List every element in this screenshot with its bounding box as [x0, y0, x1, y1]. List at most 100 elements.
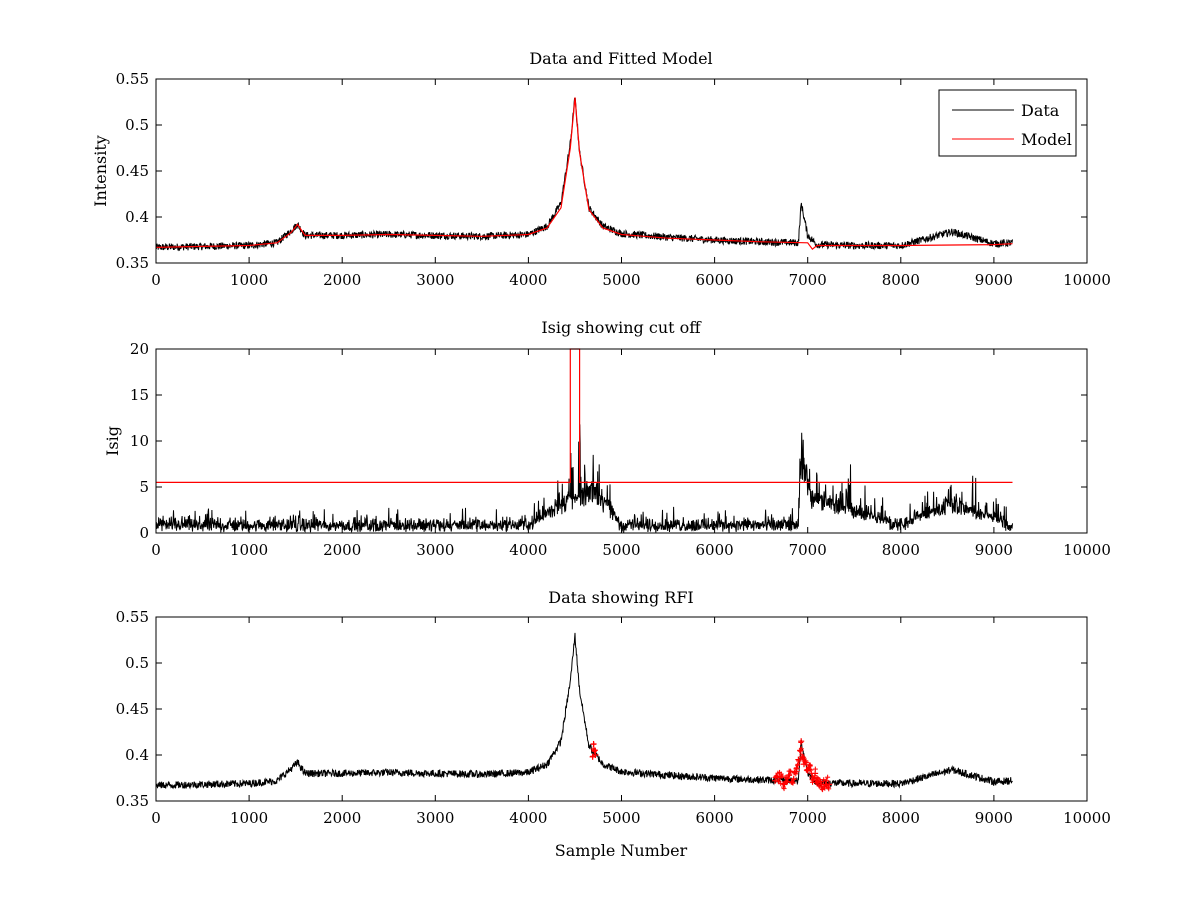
- x-tick-label: 5000: [602, 271, 640, 289]
- x-tick-label: 9000: [975, 271, 1013, 289]
- rfi-marker: [798, 740, 804, 746]
- rfi-marker: [822, 785, 828, 791]
- x-tick-label: 5000: [602, 541, 640, 559]
- rfi-marker: [789, 780, 795, 786]
- rfi-marker: [784, 778, 790, 784]
- panel-3-axes-box: [155, 616, 1088, 802]
- rfi-marker: [825, 774, 831, 780]
- panel-data-showing-rfi: Data showing RFI 0 1000 2000 3000 4000 5000 60…: [116, 588, 1111, 860]
- y-tick-label: 0.4: [125, 746, 149, 764]
- panel-2-title: Isig showing cut off: [541, 318, 702, 337]
- x-tick-label: 1000: [230, 271, 268, 289]
- x-tick-label: 2000: [323, 809, 361, 827]
- x-tick-label: 2000: [323, 541, 361, 559]
- x-tick-label: 9000: [975, 541, 1013, 559]
- x-tick-label: 8000: [882, 271, 920, 289]
- x-tick-label: 4000: [509, 271, 547, 289]
- rfi-marker: [808, 767, 814, 773]
- rfi-marker: [791, 777, 797, 783]
- panel-2-series: [155, 348, 1013, 534]
- panel-1-axes-box: [155, 78, 1088, 264]
- x-tick-label: 4000: [509, 809, 547, 827]
- x-tick-label: 8000: [882, 541, 920, 559]
- x-tick-label: 6000: [696, 809, 734, 827]
- x-tick-label: 10000: [1063, 541, 1111, 559]
- panel-1-ticks: 0 1000 2000 3000 4000 5000 6000 7000 8000 9000 100…: [116, 70, 1111, 289]
- x-tick-label: 1000: [230, 541, 268, 559]
- panel-1-title: Data and Fitted Model: [529, 49, 712, 68]
- rfi-marker: [818, 778, 824, 784]
- rfi-marker: [796, 758, 802, 764]
- x-tick-label: 8000: [882, 809, 920, 827]
- rfi-marker: [592, 747, 598, 753]
- rfi-marker: [787, 768, 793, 774]
- rfi-marker: [812, 766, 818, 772]
- y-tick-label: 15: [130, 386, 149, 404]
- panel-3-ticks: 0 1000 2000 3000 4000 5000 6000 7000 8000 9000 100…: [116, 608, 1111, 827]
- rfi-marker: [826, 786, 832, 792]
- x-tick-label: 5000: [602, 809, 640, 827]
- data-series-line: [155, 97, 1013, 252]
- model-series-line: [155, 97, 1013, 251]
- y-tick-label: 0.5: [125, 654, 149, 672]
- x-tick-label: 1000: [230, 809, 268, 827]
- rfi-marker: [785, 776, 791, 782]
- legend-model-label: Model: [1021, 130, 1072, 149]
- x-tick-label: 10000: [1063, 809, 1111, 827]
- rfi-marker: [793, 765, 799, 771]
- x-tick-label: 6000: [696, 271, 734, 289]
- panel-2-ticks: 0 1000 2000 3000 4000 5000 6000 7000 8000 9000 100…: [130, 340, 1111, 559]
- x-tick-label: 0: [151, 541, 161, 559]
- x-tick-label: 7000: [789, 541, 827, 559]
- y-tick-label: 0.35: [116, 254, 149, 272]
- rfi-marker: [797, 748, 803, 754]
- x-tick-label: 3000: [416, 541, 454, 559]
- rfi-marker: [591, 741, 597, 747]
- x-tick-label: 7000: [789, 809, 827, 827]
- x-tick-label: 10000: [1063, 271, 1111, 289]
- rfi-marker: [592, 752, 599, 758]
- y-tick-label: 10: [130, 432, 149, 450]
- x-tick-label: 7000: [789, 271, 827, 289]
- y-tick-label: 0.4: [125, 208, 149, 226]
- panel-2-axes-box: [155, 348, 1088, 534]
- panel-2-ylabel: Isig: [103, 426, 122, 456]
- panel-data-and-fitted-model: Data and Fitted Model Intensity 0 1000 200…: [91, 49, 1111, 289]
- x-tick-label: 3000: [416, 271, 454, 289]
- rfi-marker: [821, 777, 827, 783]
- rfi-marker: [779, 773, 785, 779]
- rfi-marker: [807, 762, 813, 768]
- x-tick-label: 2000: [323, 271, 361, 289]
- cutoff-line: [156, 348, 1013, 483]
- y-tick-label: 0.35: [116, 792, 149, 810]
- panel-isig-showing-cut-off: Isig showing cut off Isig 0 1000 2000 3000 4…: [103, 318, 1111, 559]
- rfi-marker: [807, 766, 813, 772]
- rfi-marker: [793, 771, 799, 777]
- y-tick-label: 0: [139, 524, 149, 542]
- panel-3-xlabel: Sample Number: [555, 841, 688, 860]
- y-tick-label: 0.45: [116, 700, 149, 718]
- rfi-marker: [788, 769, 794, 775]
- legend-box: [938, 89, 1077, 157]
- rfi-marker: [590, 753, 596, 759]
- rfi-marker: [794, 769, 800, 775]
- rfi-marker: [790, 780, 796, 786]
- rfi-marker: [795, 761, 801, 767]
- panel-1-series: [155, 97, 1013, 252]
- y-tick-label: 0.5: [125, 116, 149, 134]
- rfi-marker: [808, 770, 814, 776]
- x-tick-label: 4000: [509, 541, 547, 559]
- y-tick-label: 20: [130, 340, 149, 358]
- legend-data-label: Data: [1021, 101, 1060, 120]
- rfi-marker: [819, 786, 825, 792]
- data-series-line: [155, 632, 1013, 790]
- rfi-marker: [781, 786, 787, 792]
- rfi-marker: [783, 779, 789, 785]
- panel-3-series: [155, 632, 1013, 793]
- rfi-marker: [803, 758, 809, 764]
- panel-3-title: Data showing RFI: [548, 588, 693, 607]
- rfi-marker: [814, 775, 820, 781]
- legend: Data Model: [938, 89, 1077, 157]
- rfi-marker: [798, 746, 804, 752]
